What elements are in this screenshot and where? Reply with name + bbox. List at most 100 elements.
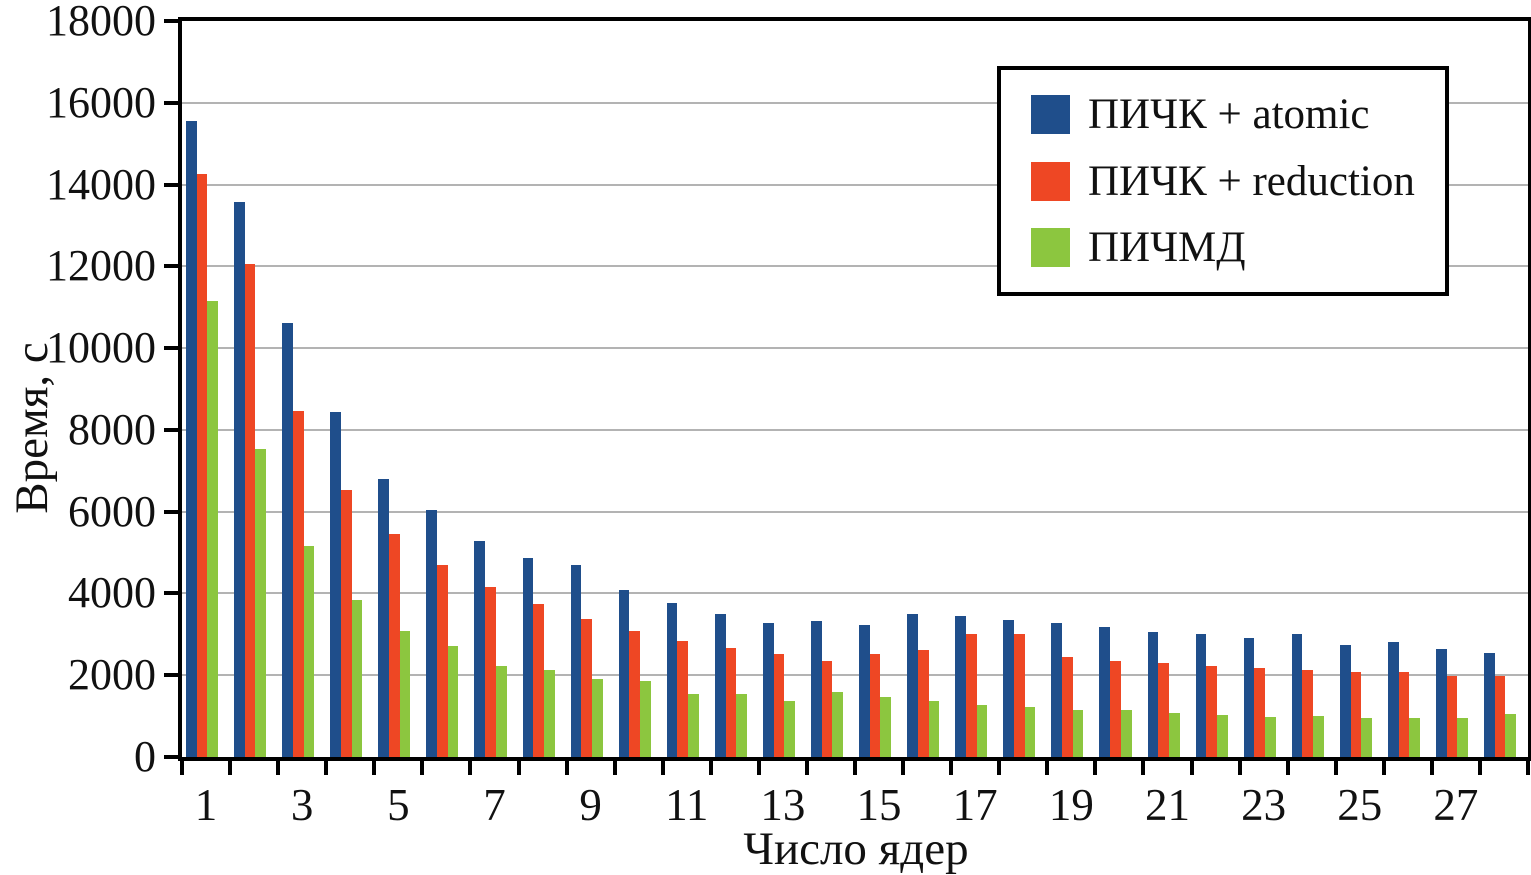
bar [570,564,582,757]
bar [207,300,219,757]
x-tick [324,757,329,775]
x-tick [997,757,1002,775]
bar [666,602,678,757]
bar [1446,676,1458,757]
bar-group-5 [374,21,422,757]
bar [1195,634,1207,757]
bar-group-22 [1192,21,1240,757]
bar [592,678,603,757]
x-tick [901,757,906,775]
bar [677,641,689,757]
y-tick [164,509,179,514]
bar [1254,668,1266,757]
bar [340,490,352,757]
x-tick-label: 9 [579,780,602,830]
bar [426,510,438,757]
y-tick-label: 6000 [68,486,156,536]
bar-group-6 [422,21,470,757]
gridlines [182,21,1528,757]
bar [543,669,555,757]
bar [917,649,929,757]
x-tick [949,757,954,775]
x-tick [372,757,377,775]
bar-group-17 [951,21,999,757]
y-tick-label: 12000 [46,241,156,291]
bar [859,624,870,757]
bar [1291,634,1303,757]
x-tick [1381,757,1386,775]
gridline [182,510,1528,513]
bar [955,616,966,757]
x-tick [276,757,281,775]
x-tick [1285,757,1290,775]
bar [1243,638,1255,757]
x-tick-label: 27 [1433,780,1479,830]
bar [234,202,245,757]
bar [330,411,341,757]
plot-area: ПИЧК + atomic ПИЧК + reduction ПИЧМД [178,17,1531,761]
gridline [182,101,1528,104]
bar-group-9 [567,21,615,757]
bar [186,121,197,757]
gridline [182,183,1528,186]
bar [965,634,977,757]
bar [762,623,774,757]
bar [629,630,641,757]
bar [437,564,448,757]
legend-swatch-atomic [1031,95,1070,135]
x-tick [228,757,233,775]
bar [832,692,844,757]
bar-group-1 [182,21,230,757]
bar [1302,669,1314,757]
bar-group-12 [711,21,759,757]
legend-swatch-pichmd [1031,227,1070,267]
bar [399,631,411,757]
x-tick [1333,757,1338,775]
x-tick-label: 21 [1144,780,1190,830]
x-tick [756,757,761,775]
x-tick [420,757,425,775]
bar [725,647,737,757]
y-tick-label: 10000 [46,323,156,373]
x-tick-label: 5 [387,780,410,830]
bar-group-26 [1384,21,1432,757]
bar [1147,632,1159,757]
bar-group-28 [1480,21,1528,757]
x-tick-label: 1 [194,780,218,830]
bar [1003,620,1015,757]
legend: ПИЧК + atomic ПИЧК + reduction ПИЧМД [997,66,1449,296]
bar [389,534,400,757]
bar [976,705,988,757]
bar [581,619,592,757]
bar-group-14 [807,21,855,757]
bar [1339,644,1351,757]
legend-item-pichmd: ПИЧМД [1031,226,1445,269]
x-axis-title: Число ядер [743,823,969,875]
y-tick-label: 2000 [68,650,156,700]
bar [1014,634,1025,757]
bar [714,613,726,757]
x-tick [1477,757,1482,775]
bar [1484,652,1495,757]
y-tick-label: 18000 [46,0,156,45]
y-tick [164,427,179,432]
x-tick [1045,757,1050,775]
y-tick-label: 0 [134,732,156,781]
bar-group-25 [1336,21,1384,757]
bar [784,700,795,757]
bar [1168,712,1180,757]
y-tick-label: 8000 [68,404,156,454]
bar-group-4 [326,21,374,757]
y-tick [164,591,179,596]
bar [869,654,881,757]
gridline [182,265,1528,268]
x-tick [1237,757,1242,775]
y-tick [164,264,179,269]
legend-item-reduction: ПИЧК + reduction [1031,160,1445,203]
x-tick-label: 13 [760,780,806,830]
bar [1436,649,1447,757]
bar-group-8 [519,21,567,757]
x-tick-label: 3 [290,780,314,830]
bar-group-20 [1095,21,1143,757]
